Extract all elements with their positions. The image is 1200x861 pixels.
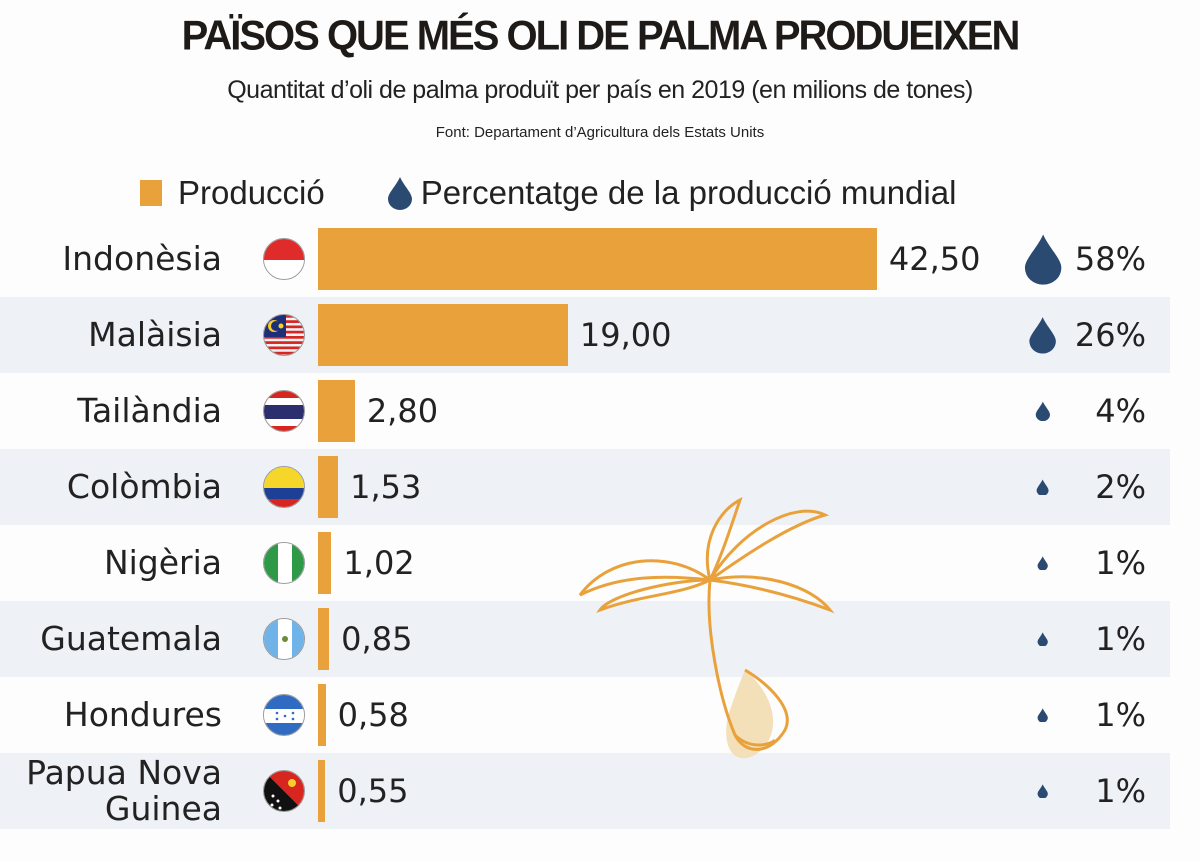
- drop-icon: [1037, 556, 1049, 571]
- flag-thailand-icon: [263, 390, 305, 432]
- flag-honduras-icon: [263, 694, 305, 736]
- percentage-label: 4%: [1095, 392, 1146, 430]
- bar-tailandia: [318, 380, 355, 442]
- bar-guatemala: [318, 608, 330, 670]
- country-label: Nigèria: [103, 543, 222, 582]
- country-label: Indonèsia: [62, 239, 222, 278]
- bar-value-label: 1,53: [350, 468, 422, 506]
- bar-malaisia: [318, 304, 568, 366]
- percentage-label: 58%: [1074, 240, 1146, 278]
- flag-malaysia-icon: [263, 314, 305, 356]
- country-label: Tailàndia: [77, 391, 222, 430]
- chart-row-hondures: Hondures 0,58 1%: [0, 677, 1170, 753]
- legend-drop-label: Percentatge de la producció mundial: [420, 174, 957, 211]
- flag-guatemala-icon: [263, 618, 305, 660]
- chart-row-guatemala: Guatemala 0,85 1%: [0, 601, 1170, 677]
- flag-nigeria-icon: [263, 542, 305, 584]
- bar-value-label: 19,00: [579, 316, 672, 354]
- bar-nigeria: [318, 532, 332, 594]
- chart-row-tailandia: Tailàndia 2,80 4%: [0, 373, 1170, 449]
- bar-value-label: 2,80: [366, 392, 439, 430]
- percentage-label: 2%: [1095, 468, 1146, 506]
- country-label: Malàisia: [88, 315, 222, 354]
- bar-value-label: 0,55: [337, 772, 409, 810]
- legend-bar-swatch: [140, 180, 162, 206]
- chart-row-papua-nova-guinea: Papua Nova Guinea 0,55 1%: [0, 753, 1170, 829]
- country-label: Hondures: [63, 695, 222, 734]
- bar-value-label: 0,85: [341, 620, 413, 658]
- drop-icon: [1029, 317, 1057, 354]
- percentage-label: 1%: [1095, 620, 1146, 658]
- legend: Producció Percentatge de la producció mu…: [140, 168, 956, 218]
- flag-colombia-icon: [263, 466, 305, 508]
- drop-icon: [1024, 234, 1062, 285]
- country-label: Guatemala: [40, 619, 222, 658]
- chart-row-colombia: Colòmbia 1,53 2%: [0, 449, 1170, 525]
- chart-subtitle: Quantitat d’oli de palma produït per paí…: [227, 76, 973, 104]
- chart-title: PAÏSOS QUE MÉS OLI DE PALMA PRODUEIXEN: [181, 12, 1021, 60]
- palm-tree-illustration: [578, 497, 835, 759]
- flag-papua-new-guinea-icon: [263, 770, 305, 812]
- country-label: Colòmbia: [66, 467, 222, 506]
- bar-value-label: 42,50: [888, 240, 981, 278]
- bar-indonesia: [318, 228, 877, 290]
- chart-row-indonesia: Indonèsia 42,50 58%: [0, 221, 1170, 297]
- chart-source: Font: Departament d’Agricultura dels Est…: [435, 124, 765, 141]
- bar-hondures: [318, 684, 326, 746]
- legend-bar-label: Producció: [178, 174, 325, 211]
- bar-value-label: 1,02: [343, 544, 415, 582]
- drop-icon: [1037, 708, 1049, 723]
- drop-icon: [1035, 401, 1051, 422]
- percentage-label: 1%: [1095, 772, 1146, 810]
- bar-colombia: [318, 456, 339, 518]
- drop-icon: [1037, 479, 1049, 496]
- chart-row-malaisia: Malàisia 19,00 26%: [0, 297, 1170, 373]
- bar-papua-nova-guinea: [318, 760, 326, 822]
- legend-drop-icon: [387, 177, 412, 210]
- country-label: Papua Nova Guinea: [26, 753, 222, 828]
- percentage-label: 1%: [1095, 696, 1146, 734]
- drop-icon: [1037, 632, 1049, 647]
- chart-row-nigeria: Nigèria 1,02 1%: [0, 525, 1170, 601]
- percentage-label: 26%: [1074, 316, 1146, 354]
- drop-icon: [1037, 784, 1049, 799]
- flag-indonesia-icon: [263, 238, 305, 280]
- percentage-label: 1%: [1095, 544, 1146, 582]
- bar-value-label: 0,58: [337, 696, 409, 734]
